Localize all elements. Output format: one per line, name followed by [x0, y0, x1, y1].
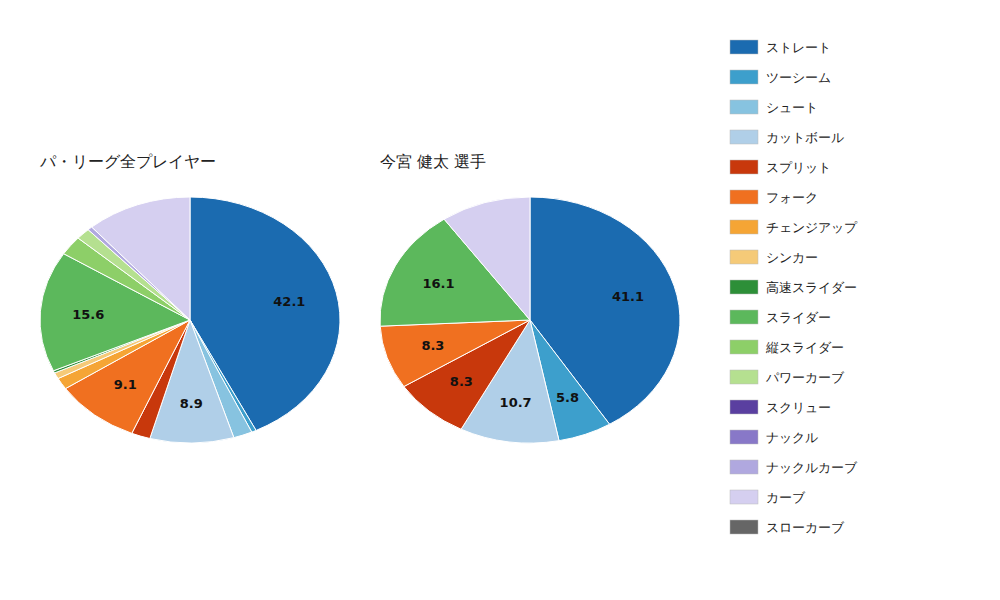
legend-label: シンカー — [766, 250, 818, 265]
legend-swatch — [730, 430, 758, 444]
legend: ストレートツーシームシュートカットボールスプリットフォークチェンジアップシンカー… — [730, 40, 858, 535]
data-label: 8.3 — [421, 338, 444, 353]
slices — [40, 197, 340, 443]
legend-label: ツーシーム — [766, 70, 831, 85]
legend-item: シュート — [730, 100, 818, 115]
legend-swatch — [730, 400, 758, 414]
legend-swatch — [730, 280, 758, 294]
data-labels: 42.1 8.9 9.1 15.6 — [72, 294, 305, 412]
legend-item: スクリュー — [730, 400, 831, 415]
legend-label: ストレート — [766, 40, 831, 55]
chart-title: 今宮 健太 選手 — [380, 152, 486, 171]
chart-root: パ・リーグ全プレイヤー 42.1 8.9 9.1 15.6 今宮 健太 選手 41.1 5.8… — [0, 0, 1000, 600]
legend-label: フォーク — [766, 190, 818, 205]
legend-item: パワーカーブ — [730, 370, 845, 385]
legend-label: ナックルカーブ — [766, 460, 858, 475]
legend-item: カーブ — [730, 490, 806, 505]
data-label: 15.6 — [72, 307, 104, 322]
legend-label: チェンジアップ — [766, 220, 858, 235]
data-label: 42.1 — [273, 294, 305, 309]
data-label: 8.3 — [450, 374, 473, 389]
legend-label: スクリュー — [766, 400, 831, 415]
pie-slice — [92, 197, 190, 320]
data-label: 5.8 — [556, 390, 579, 405]
legend-label: ナックル — [766, 430, 818, 445]
legend-item: 縦スライダー — [730, 340, 844, 355]
legend-item: ナックルカーブ — [730, 460, 858, 475]
legend-item: チェンジアップ — [730, 220, 858, 235]
legend-item: フォーク — [730, 190, 818, 205]
legend-item: ツーシーム — [730, 70, 831, 85]
legend-item: 高速スライダー — [730, 280, 857, 295]
data-label: 41.1 — [612, 289, 644, 304]
legend-label: スローカーブ — [766, 520, 845, 535]
legend-swatch — [730, 190, 758, 204]
legend-swatch — [730, 250, 758, 264]
data-labels: 41.1 5.8 10.7 8.3 8.3 16.1 — [421, 276, 644, 411]
legend-item: ナックル — [730, 430, 818, 445]
legend-item: スローカーブ — [730, 520, 845, 535]
legend-swatch — [730, 160, 758, 174]
legend-label: パワーカーブ — [765, 370, 845, 385]
pie-chart: 今宮 健太 選手 41.1 5.8 10.7 8.3 8.3 16.1 — [380, 152, 680, 443]
chart-title: パ・リーグ全プレイヤー — [39, 152, 216, 171]
legend-item: スプリット — [730, 160, 831, 175]
legend-swatch — [730, 520, 758, 534]
legend-swatch — [730, 70, 758, 84]
legend-swatch — [730, 460, 758, 474]
legend-swatch — [730, 370, 758, 384]
legend-label: 高速スライダー — [766, 280, 857, 295]
pie-slice — [444, 197, 530, 320]
data-label: 9.1 — [114, 377, 137, 392]
legend-label: シュート — [766, 100, 818, 115]
data-label: 8.9 — [180, 396, 203, 411]
data-label: 16.1 — [422, 276, 454, 291]
legend-label: スプリット — [766, 160, 831, 175]
legend-swatch — [730, 220, 758, 234]
pie-chart: パ・リーグ全プレイヤー 42.1 8.9 9.1 15.6 — [39, 152, 340, 443]
legend-label: 縦スライダー — [765, 340, 844, 355]
legend-swatch — [730, 340, 758, 354]
legend-label: カーブ — [766, 490, 806, 505]
legend-item: カットボール — [730, 130, 844, 145]
legend-label: スライダー — [766, 310, 831, 325]
legend-item: スライダー — [730, 310, 831, 325]
legend-swatch — [730, 490, 758, 504]
legend-item: シンカー — [730, 250, 818, 265]
legend-swatch — [730, 100, 758, 114]
legend-swatch — [730, 130, 758, 144]
legend-swatch — [730, 40, 758, 54]
slices — [380, 197, 680, 443]
legend-item: ストレート — [730, 40, 831, 55]
legend-swatch — [730, 310, 758, 324]
data-label: 10.7 — [500, 395, 532, 410]
legend-label: カットボール — [766, 130, 844, 145]
